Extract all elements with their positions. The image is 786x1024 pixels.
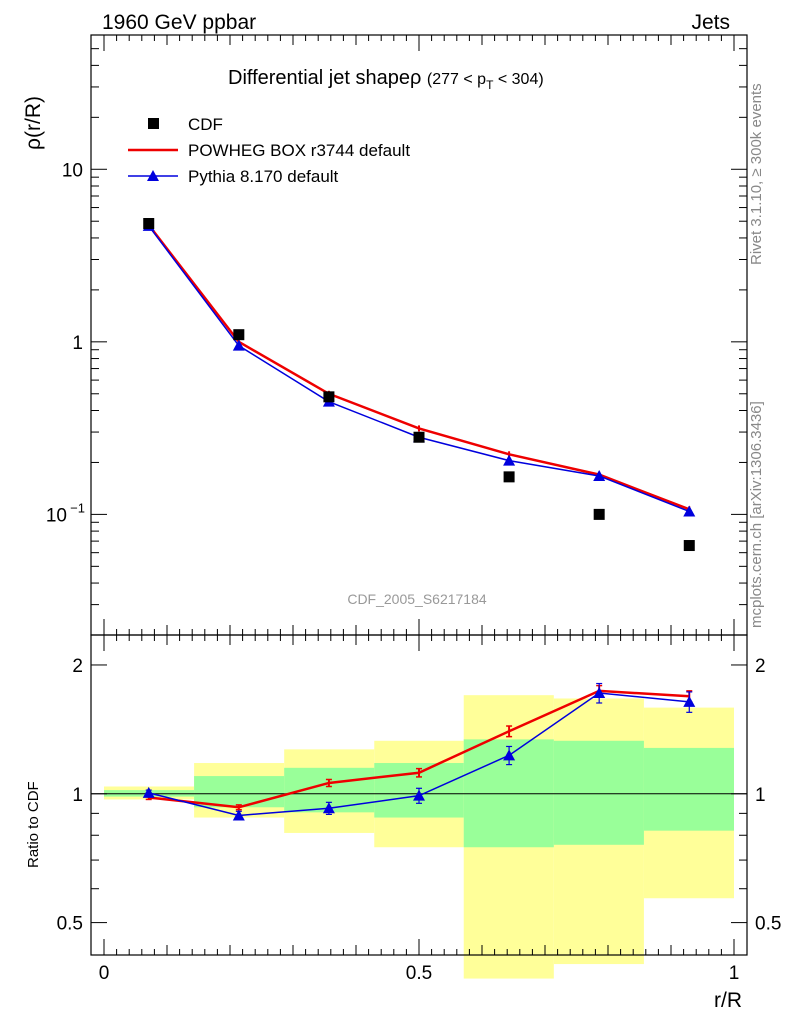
ratio-pythia-point (142, 786, 155, 798)
main-plot-title: Differential jet shapeρ (277 < pT < 304) (228, 67, 544, 92)
ratio-pythia-point (232, 809, 245, 821)
main-title-range-subscript: T (486, 78, 494, 92)
ratio-pythia-point (593, 686, 606, 698)
header-energy-label: 1960 GeV ppbar (102, 11, 256, 34)
ratio-green-band (643, 747, 734, 831)
legend: CDF POWHEG BOX r3744 default Pythia 8.17… (128, 115, 410, 186)
ratio-y-axis-label: Ratio to CDF (25, 781, 42, 868)
main-y-tick-exponent: −1 (70, 500, 85, 515)
legend-powheg-label: POWHEG BOX r3744 default (188, 141, 410, 160)
ratio-y-tick-label-left: 0.5 (57, 914, 83, 935)
cdf-data-point (413, 431, 425, 443)
pythia-point (683, 505, 696, 517)
rivet-version-label: Rivet 3.1.10, ≥ 300k events (748, 83, 765, 265)
ratio-pythia-point (413, 789, 425, 801)
legend-pythia-marker (147, 170, 159, 181)
pythia-point (593, 469, 606, 481)
legend-pythia-label: Pythia 8.170 default (188, 167, 339, 186)
mcplots-label: mcplots.cern.ch [arXiv:1306.3436] (748, 401, 765, 628)
ratio-x-tick-label: 0 (99, 963, 110, 984)
ratio-y-tick-label-left: 2 (72, 656, 83, 677)
main-y-tick-label: 10 (62, 160, 83, 181)
ratio-pythia-point (322, 802, 335, 814)
cdf-data-point (503, 471, 515, 483)
main-y-tick-label: 10 (46, 505, 67, 526)
main-title-range: (277 < p (427, 71, 486, 88)
ratio-y-tick-label-right: 0.5 (755, 914, 781, 935)
ratio-y-tick-label-right: 2 (755, 656, 766, 677)
pythia-series-line (148, 225, 690, 513)
main-title-range-end: < 304) (493, 71, 543, 88)
cdf-data-point (683, 540, 695, 552)
ratio-green-band (194, 776, 285, 808)
ratio-pythia-point (503, 749, 516, 761)
main-y-axis-label: ρ(r/R) (22, 96, 45, 150)
analysis-watermark: CDF_2005_S6217184 (347, 591, 487, 607)
cdf-data-point (323, 391, 335, 403)
legend-cdf-marker (148, 118, 159, 129)
main-y-tick-label: 1 (72, 333, 83, 354)
ratio-green-band (553, 740, 644, 845)
main-title-text: Differential jet shapeρ (228, 67, 421, 89)
ratio-y-tick-label-left: 1 (72, 785, 83, 806)
pythia-point (232, 339, 245, 351)
ratio-y-tick-label-right: 1 (755, 785, 766, 806)
ratio-x-tick-label: 1 (729, 963, 740, 984)
header-process-label: Jets (691, 11, 730, 34)
cdf-data-point (593, 508, 605, 520)
ratio-plot-panel: 0.5 0.5 1 1 2 2 0 0.5 1 Ratio to CDF r/R (25, 634, 781, 1012)
ratio-pythia-point (683, 695, 696, 707)
legend-cdf-label: CDF (188, 115, 223, 134)
ratio-x-tick-label: 0.5 (406, 963, 432, 984)
ratio-x-axis-label: r/R (714, 989, 742, 1012)
pythia-point (503, 454, 516, 466)
cdf-data-point (143, 218, 155, 230)
cdf-data-point (233, 329, 245, 341)
powheg-series-line (147, 224, 690, 511)
